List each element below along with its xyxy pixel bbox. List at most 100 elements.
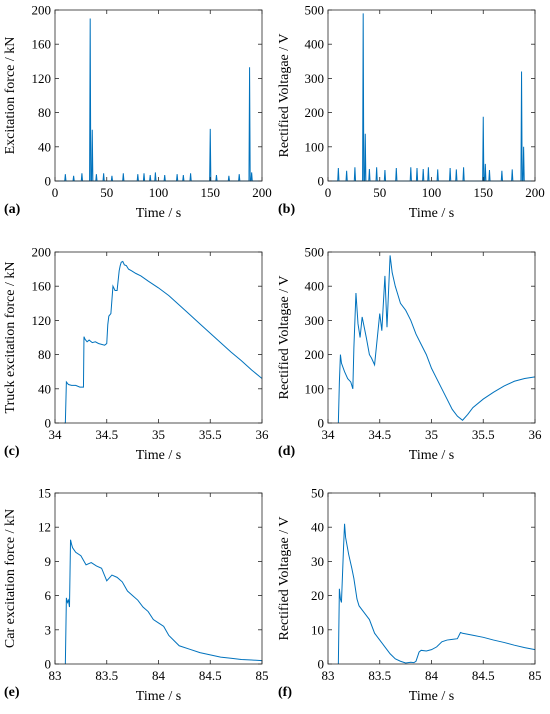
y-tick-label: 160 <box>32 37 52 52</box>
x-tick-label: 34.5 <box>368 427 391 442</box>
x-axis-label: Time / s <box>409 448 454 463</box>
y-tick-label: 10 <box>311 622 324 637</box>
panel-label: (c) <box>4 444 20 459</box>
x-tick-label: 36 <box>256 427 270 442</box>
y-tick-label: 0 <box>45 174 52 189</box>
y-tick-label: 0 <box>318 416 325 431</box>
panel-label: (b) <box>278 202 295 217</box>
x-tick-label: 35 <box>152 427 165 442</box>
x-tick-label: 0 <box>52 185 59 200</box>
x-tick-label: 0 <box>325 185 332 200</box>
plot-frame <box>327 9 536 182</box>
chart-panel-1: 0 50 100 150 200 0 40 80 120 160 200 Time / s Excita… <box>3 3 272 222</box>
y-tick-label: 300 <box>305 71 325 86</box>
y-tick-label: 160 <box>32 279 52 294</box>
x-tick-label: 200 <box>252 185 272 200</box>
x-tick-label: 34 <box>49 427 63 442</box>
series-line <box>64 260 263 424</box>
plot-frame <box>327 492 536 665</box>
x-tick-label: 100 <box>149 185 169 200</box>
series-line <box>337 523 536 665</box>
y-tick-label: 0 <box>318 174 325 189</box>
series-line <box>55 18 262 182</box>
y-tick-label: 40 <box>311 520 324 535</box>
x-axis-label: Time / s <box>409 689 454 704</box>
y-tick-label: 3 <box>45 622 52 637</box>
x-tick-label: 50 <box>100 185 113 200</box>
y-tick-label: 40 <box>38 381 51 396</box>
y-axis-label: Excitation force / kN <box>3 37 18 155</box>
y-tick-label: 200 <box>305 347 325 362</box>
x-axis-label: Time / s <box>136 448 181 463</box>
plot-frame <box>54 492 263 665</box>
chart-panel-5: 83 83.5 84 84.5 85 0 3 6 9 12 15 Time / s Car excita… <box>3 486 269 705</box>
x-tick-label: 83 <box>322 668 335 683</box>
panel-label: (e) <box>4 685 20 700</box>
y-tick-label: 200 <box>305 105 325 120</box>
y-tick-label: 20 <box>311 588 324 603</box>
x-tick-label: 83 <box>49 668 62 683</box>
x-tick-label: 34 <box>322 427 336 442</box>
y-tick-label: 0 <box>45 657 52 672</box>
y-tick-label: 100 <box>305 381 325 396</box>
x-tick-label: 150 <box>201 185 221 200</box>
chart-panel-4: 34 34.5 35 35.5 36 0 100 200 300 400 500 Time / s Re… <box>277 245 542 464</box>
y-tick-label: 9 <box>45 554 52 569</box>
x-tick-label: 84 <box>425 668 439 683</box>
y-axis-label: Truck excitation force / kN <box>3 262 18 414</box>
y-axis-label: Rectified Voltagae / V <box>277 516 292 640</box>
y-axis-label: Rectified Voltagae / V <box>277 275 292 399</box>
x-tick-label: 83.5 <box>368 668 391 683</box>
y-tick-label: 50 <box>311 486 324 501</box>
x-tick-label: 83.5 <box>95 668 118 683</box>
x-tick-label: 34.5 <box>95 427 118 442</box>
x-axis-label: Time / s <box>136 206 181 221</box>
chart-panel-3: 34 34.5 35 35.5 36 0 40 80 120 160 200 Time / s Truc… <box>3 245 269 464</box>
x-tick-label: 100 <box>422 185 442 200</box>
panel-label: (d) <box>278 444 295 459</box>
x-tick-label: 84.5 <box>199 668 222 683</box>
y-tick-label: 40 <box>38 139 51 154</box>
y-tick-label: 30 <box>311 554 324 569</box>
x-tick-label: 84 <box>152 668 166 683</box>
plot-frame <box>54 251 263 424</box>
y-tick-label: 500 <box>305 3 325 18</box>
x-tick-label: 200 <box>525 185 545 200</box>
chart-panel-6: 83 83.5 84 84.5 85 0 10 20 30 40 50 Time / s Rectifi… <box>277 486 542 705</box>
x-tick-label: 35.5 <box>472 427 495 442</box>
y-tick-label: 400 <box>305 279 325 294</box>
plot-frame <box>327 251 536 424</box>
y-tick-label: 12 <box>38 520 51 535</box>
x-tick-label: 35 <box>425 427 438 442</box>
y-tick-label: 120 <box>32 71 52 86</box>
panel-label: (a) <box>4 202 21 217</box>
y-tick-label: 0 <box>318 657 325 672</box>
y-tick-label: 80 <box>38 347 51 362</box>
x-tick-label: 35.5 <box>199 427 222 442</box>
y-tick-label: 400 <box>305 37 325 52</box>
panel-label: (f) <box>278 685 292 700</box>
x-tick-label: 84.5 <box>472 668 495 683</box>
chart-panel-2: 0 50 100 150 200 0 100 200 300 400 500 Time / s Rect… <box>277 3 545 222</box>
y-tick-label: 300 <box>305 313 325 328</box>
x-tick-label: 36 <box>529 427 543 442</box>
series-line <box>337 255 536 424</box>
x-axis-label: Time / s <box>136 689 181 704</box>
plot-frame <box>54 9 263 182</box>
x-tick-label: 85 <box>256 668 269 683</box>
y-tick-label: 200 <box>32 3 52 18</box>
y-tick-label: 0 <box>45 416 52 431</box>
y-axis-label: Car excitation force / kN <box>3 509 18 648</box>
x-tick-label: 85 <box>529 668 542 683</box>
y-tick-label: 80 <box>38 105 51 120</box>
x-axis-label: Time / s <box>409 206 454 221</box>
y-tick-label: 15 <box>38 486 51 501</box>
series-line <box>328 13 535 182</box>
x-tick-label: 50 <box>373 185 386 200</box>
series-line <box>64 539 263 665</box>
y-tick-label: 500 <box>305 245 325 260</box>
y-axis-label: Rectified Voltagae / V <box>277 33 292 157</box>
y-tick-label: 6 <box>45 588 52 603</box>
x-tick-label: 150 <box>474 185 494 200</box>
